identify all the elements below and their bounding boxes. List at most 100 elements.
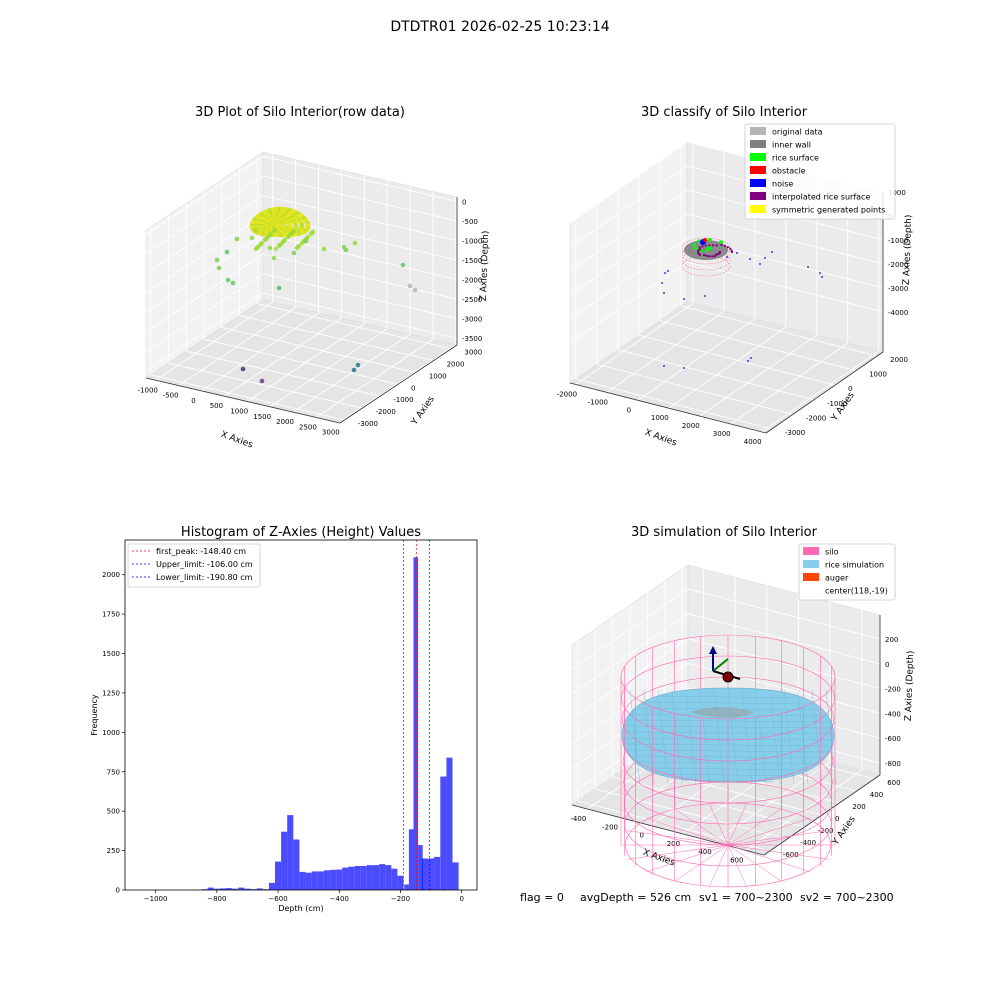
tick-label: -1000 <box>888 237 908 245</box>
classify-title: 3D classify of Silo Interior <box>641 105 808 120</box>
grid-line <box>617 349 815 401</box>
interpolated-point <box>698 248 702 251</box>
rice-point <box>273 246 279 252</box>
noise-point <box>663 292 665 294</box>
tick-label: -3500 <box>462 335 482 343</box>
histogram-ylabel: Frequency <box>90 694 99 736</box>
y-axis-line <box>763 774 881 856</box>
grid-line <box>606 311 725 393</box>
histogram-xlabel: Depth (cm) <box>278 904 323 913</box>
noise-point <box>749 258 751 260</box>
grid-line <box>687 638 881 690</box>
tick-label: 3000 <box>713 430 731 438</box>
simulation-zlabel: Z Axies (Depth) <box>904 651 916 722</box>
rice-point <box>305 222 311 228</box>
rice-point <box>264 235 270 241</box>
histogram-bar <box>330 869 337 890</box>
obstacle-point <box>703 238 707 242</box>
raw-point <box>234 236 240 242</box>
grid-line <box>686 261 884 313</box>
tick-label: 0 <box>191 397 195 405</box>
tick-label: 1500 <box>253 413 271 421</box>
tick-label: 0 <box>885 661 889 669</box>
legend-label: Upper_limit: -106.00 cm <box>156 560 253 569</box>
legend-swatch <box>750 179 766 187</box>
grid-line <box>145 214 264 294</box>
grid-line <box>145 273 264 353</box>
tick-label: -2000 <box>462 277 482 285</box>
tick-label: 1000 <box>230 407 248 415</box>
raw-point <box>267 245 273 251</box>
tick-label: 1000 <box>869 371 887 379</box>
raw-point <box>224 249 230 255</box>
tick-label: 2000 <box>890 356 908 364</box>
interpolated-point <box>714 253 717 256</box>
rice-point <box>287 223 293 228</box>
tick-label: −200 <box>391 895 410 903</box>
noise-point <box>807 266 809 268</box>
classify-legend-frame <box>744 123 896 220</box>
histogram-bar <box>397 875 404 890</box>
noise-point <box>819 272 821 274</box>
legend-label: noise <box>772 180 793 189</box>
rice-mesh-line <box>685 689 697 785</box>
legend-label: auger <box>825 574 849 583</box>
tick-label: -500 <box>462 218 478 226</box>
grid-line <box>569 141 688 224</box>
silo-ring-front <box>620 676 836 720</box>
legend-label: symmetric generated points <box>772 206 885 215</box>
legend-swatch <box>750 140 766 148</box>
grid-line <box>145 234 264 313</box>
raw-point <box>291 250 297 256</box>
legend-label: original data <box>772 128 823 137</box>
rice-point <box>278 241 284 247</box>
noise-point <box>683 367 685 369</box>
histogram-bar <box>311 871 318 890</box>
raw-point <box>216 265 222 271</box>
grid-line <box>571 588 689 670</box>
x-axis-line <box>571 804 765 856</box>
raw-point <box>240 366 246 372</box>
rice-mesh-line <box>755 689 767 785</box>
histogram-bar <box>207 887 214 890</box>
tick-label: -1000 <box>138 386 158 394</box>
interpolated-point <box>711 255 714 258</box>
y-axis-line <box>339 344 458 424</box>
tick-label: 2000 <box>102 571 120 579</box>
legend-swatch <box>803 560 819 568</box>
histogram-axes-frame <box>124 539 478 891</box>
raw-point <box>249 235 255 241</box>
figure-title: DTDTR01 2026-02-25 10:23:14 <box>390 19 609 35</box>
legend-label: interpolated rice surface <box>772 193 870 202</box>
legend-swatch <box>750 153 766 161</box>
interpolated-point <box>704 244 707 247</box>
noise-point <box>771 251 773 253</box>
grid-line <box>575 378 772 430</box>
avg-depth-text: avgDepth = 526 cm <box>580 891 691 904</box>
interpolated-point <box>708 244 711 247</box>
grid-line <box>186 350 381 397</box>
raw-point <box>271 255 277 261</box>
histogram-panel: Histogram of Z-Axies (Height) Values −10… <box>90 525 478 913</box>
histogram-bar <box>201 889 208 890</box>
histogram-bar <box>354 866 361 890</box>
rice-mesh-line <box>671 689 683 785</box>
raw-data-x-ticks: -1000 -500 0 500 1000 1500 2000 2500 3000 <box>138 386 340 436</box>
interpolated-point <box>730 249 733 252</box>
legend-swatch <box>803 547 819 555</box>
rice-mesh-line <box>648 701 808 705</box>
rice-point <box>252 227 258 233</box>
tick-label: -1000 <box>827 400 847 408</box>
grid-line <box>699 334 818 417</box>
raw-point <box>355 362 361 368</box>
noise-point <box>759 263 761 265</box>
raw-point <box>351 367 357 373</box>
tick-label: 0 <box>639 832 643 840</box>
tick-label: -200 <box>602 823 618 831</box>
rice-point <box>272 227 278 233</box>
histogram-bar <box>391 868 398 890</box>
histogram-bar <box>379 864 386 890</box>
raw-point <box>412 287 418 293</box>
tick-label: 2000 <box>447 361 465 369</box>
